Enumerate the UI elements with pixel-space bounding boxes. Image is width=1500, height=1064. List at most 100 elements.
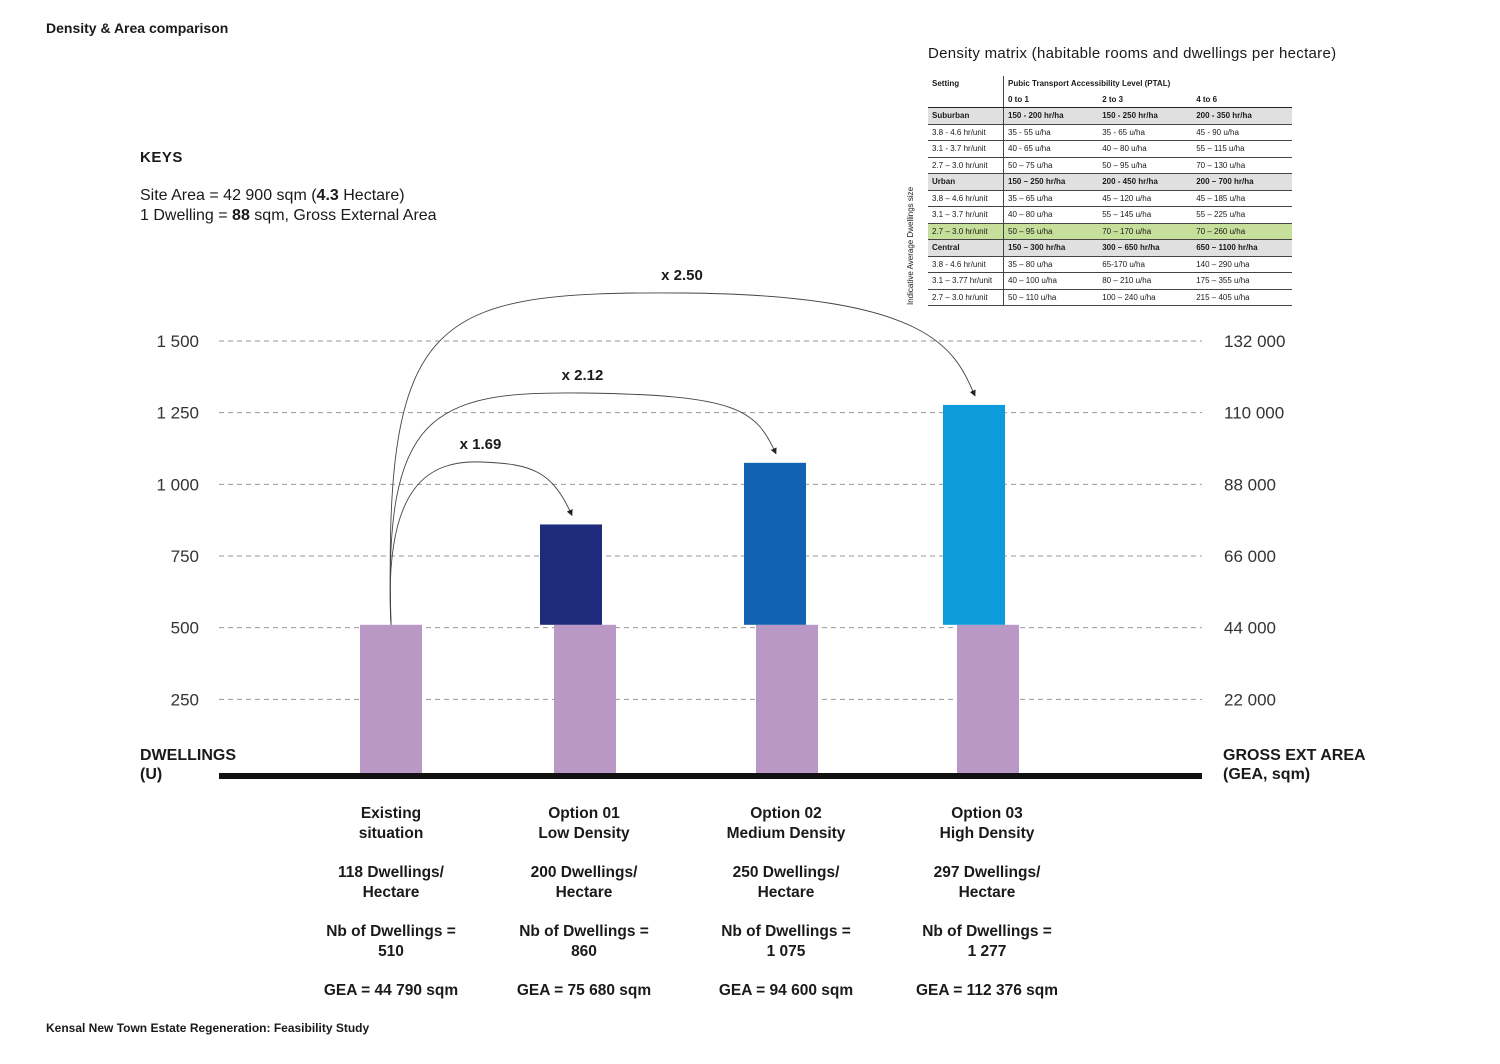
info-name-line1: Option 02 xyxy=(750,805,822,822)
matrix-cell: 70 – 260 u/ha xyxy=(1192,223,1292,240)
matrix-cell: 650 – 1100 hr/ha xyxy=(1192,239,1292,257)
key-site-area-prefix: Site Area = 42 900 sqm ( xyxy=(140,187,317,204)
matrix-cell: 50 – 95 u/ha xyxy=(1003,223,1099,240)
info-nb-line1: Nb of Dwellings = xyxy=(326,923,456,940)
matrix-cell: 200 - 450 hr/ha xyxy=(1098,173,1193,191)
matrix-cell: 3.1 - 3.7 hr/unit xyxy=(928,140,1004,158)
left-tick-label: 250 xyxy=(171,690,199,709)
info-name-line2: situation xyxy=(358,824,424,842)
key-site-area: Site Area = 42 900 sqm (4.3 Hectare) xyxy=(140,187,405,205)
multiplier-label: x 2.50 xyxy=(661,267,703,284)
matrix-cell: 150 - 200 hr/ha xyxy=(1003,107,1099,125)
info-option-03: Option 03 High Density 297 Dwellings/ He… xyxy=(877,804,1097,1001)
key-site-area-suffix: Hectare) xyxy=(338,187,405,204)
matrix-ptal-col: 2 to 3 xyxy=(1098,91,1193,108)
right-tick-label: 66 000 xyxy=(1224,547,1276,566)
bar-additional-option01 xyxy=(540,524,602,625)
matrix-cell: 3.8 - 4.6 hr/unit xyxy=(928,124,1004,141)
bar-existing-base xyxy=(554,624,616,774)
matrix-cell: 300 – 650 hr/ha xyxy=(1098,239,1193,257)
left-tick-label: 500 xyxy=(171,619,199,638)
matrix-setting-row: Urban 150 – 250 hr/ha 200 - 450 hr/ha 200 –… xyxy=(928,173,1292,191)
left-tick-label: 1 500 xyxy=(156,332,199,351)
matrix-cell: 40 - 65 u/ha xyxy=(1003,140,1099,158)
key-dwelling-area: 1 Dwelling = 88 sqm, Gross External Area xyxy=(140,207,437,225)
matrix-row: 3.8 – 4.6 hr/unit 35 – 65 u/ha 45 – 120 u/… xyxy=(928,190,1292,207)
matrix-cell: 35 – 80 u/ha xyxy=(1003,256,1099,273)
matrix-cell: 50 – 75 u/ha xyxy=(1003,157,1099,174)
info-density-line1: 297 Dwellings/ xyxy=(933,864,1041,881)
info-density-line2: Hectare xyxy=(555,883,613,901)
matrix-ptal-blank xyxy=(928,91,1004,108)
matrix-row: 2.7 – 3.0 hr/unit 50 – 110 u/ha 100 – 240 … xyxy=(928,289,1292,306)
matrix-cell: 35 - 65 u/ha xyxy=(1098,124,1193,141)
matrix-cell: 2.7 – 3.0 hr/unit xyxy=(928,223,1004,240)
matrix-setting-row: Central 150 – 300 hr/ha 300 – 650 hr/ha 650… xyxy=(928,239,1292,257)
multiplier-arc xyxy=(389,461,573,625)
bar-existing-base xyxy=(360,624,422,774)
matrix-ptal-row: 0 to 1 2 to 3 4 to 6 xyxy=(928,91,1292,108)
matrix-row: 2.7 – 3.0 hr/unit 50 – 95 u/ha 70 – 170 u/… xyxy=(928,223,1292,240)
matrix-cell: 3.8 - 4.6 hr/unit xyxy=(928,256,1004,273)
bar-additional-option02 xyxy=(744,462,806,625)
info-nb-line2: 860 xyxy=(571,942,597,960)
matrix-cell: 3.8 – 4.6 hr/unit xyxy=(928,190,1004,207)
matrix-cell: Urban xyxy=(928,173,1004,191)
bar-existing-base xyxy=(756,624,818,774)
info-existing: Existing situation 118 Dwellings/ Hectar… xyxy=(281,804,501,1001)
matrix-cell: 45 - 90 u/ha xyxy=(1192,124,1292,141)
matrix-cell: 175 – 355 u/ha xyxy=(1192,272,1292,290)
info-nb-line2: 510 xyxy=(378,942,404,960)
matrix-row: 2.7 – 3.0 hr/unit 50 – 75 u/ha 50 – 95 u/h… xyxy=(928,157,1292,174)
matrix-cell: 215 – 405 u/ha xyxy=(1192,289,1292,306)
key-dwelling-suffix: sqm, Gross External Area xyxy=(249,207,437,224)
matrix-cell: 150 – 250 hr/ha xyxy=(1003,173,1099,191)
matrix-cell: 70 – 130 u/ha xyxy=(1192,157,1292,174)
key-dwelling-prefix: 1 Dwelling = xyxy=(140,207,233,224)
info-gea: GEA = 94 600 sqm xyxy=(718,982,854,999)
matrix-cell: Suburban xyxy=(928,107,1004,125)
matrix-cell: 2.7 – 3.0 hr/unit xyxy=(928,157,1004,174)
matrix-row: 3.8 - 4.6 hr/unit 35 – 80 u/ha 65-170 u/ha… xyxy=(928,256,1292,273)
matrix-cell: 150 - 250 hr/ha xyxy=(1098,107,1193,125)
left-axis-title-line2: (U) xyxy=(140,766,162,783)
right-tick-label: 44 000 xyxy=(1224,619,1276,638)
keys-title: KEYS xyxy=(140,149,183,166)
info-nb-line1: Nb of Dwellings = xyxy=(519,923,649,940)
matrix-cell: 50 – 95 u/ha xyxy=(1098,157,1193,174)
left-tick-label: 1 000 xyxy=(156,475,199,494)
key-site-area-hectare: 4.3 xyxy=(316,187,339,204)
multiplier-arc xyxy=(389,292,976,625)
matrix-cell: 50 – 110 u/ha xyxy=(1003,289,1099,306)
bar-additional-option03 xyxy=(943,404,1005,625)
matrix-cell: 70 – 170 u/ha xyxy=(1098,223,1193,240)
footer: Kensal New Town Estate Regeneration: Fea… xyxy=(46,1021,370,1035)
page-title: Density & Area comparison xyxy=(46,20,229,36)
matrix-header-setting: Setting xyxy=(928,76,1004,92)
right-tick-label: 110 000 xyxy=(1224,404,1284,423)
info-density-line1: 118 Dwellings/ xyxy=(338,864,444,881)
info-option-01: Option 01 Low Density 200 Dwellings/ Hec… xyxy=(474,804,694,1001)
matrix-cell: 55 – 145 u/ha xyxy=(1098,206,1193,224)
bar-existing-base xyxy=(957,624,1019,774)
matrix-cell: 45 – 120 u/ha xyxy=(1098,190,1193,207)
matrix-cell: 55 – 225 u/ha xyxy=(1192,206,1292,224)
info-nb-line1: Nb of Dwellings = xyxy=(721,923,851,940)
info-name-line1: Existing xyxy=(360,805,422,822)
matrix-side-label: Indicative Average Dwellings size xyxy=(906,186,915,305)
matrix-title: Density matrix (habitable rooms and dwel… xyxy=(928,45,1337,62)
matrix-row: 3.1 - 3.7 hr/unit 40 - 65 u/ha 40 – 80 u/h… xyxy=(928,140,1292,158)
info-name-line1: Option 03 xyxy=(951,805,1023,822)
info-nb-line1: Nb of Dwellings = xyxy=(922,923,1052,940)
info-option-02: Option 02 Medium Density 250 Dwellings/ … xyxy=(676,804,896,1001)
matrix-cell: 2.7 – 3.0 hr/unit xyxy=(928,289,1004,306)
left-tick-label: 1 250 xyxy=(156,404,199,423)
matrix-cell: 3.1 – 3.7 hr/unit xyxy=(928,206,1004,224)
key-dwelling-sqm: 88 xyxy=(232,207,250,224)
info-name-line2: Medium Density xyxy=(726,824,846,842)
matrix-cell: 40 – 80 u/ha xyxy=(1098,140,1193,158)
matrix-cell: 55 – 115 u/ha xyxy=(1192,140,1292,158)
info-name-line1: Option 01 xyxy=(548,805,620,822)
info-density-line2: Hectare xyxy=(362,883,420,901)
matrix-row: 3.8 - 4.6 hr/unit 35 - 55 u/ha 35 - 65 u/h… xyxy=(928,124,1292,141)
